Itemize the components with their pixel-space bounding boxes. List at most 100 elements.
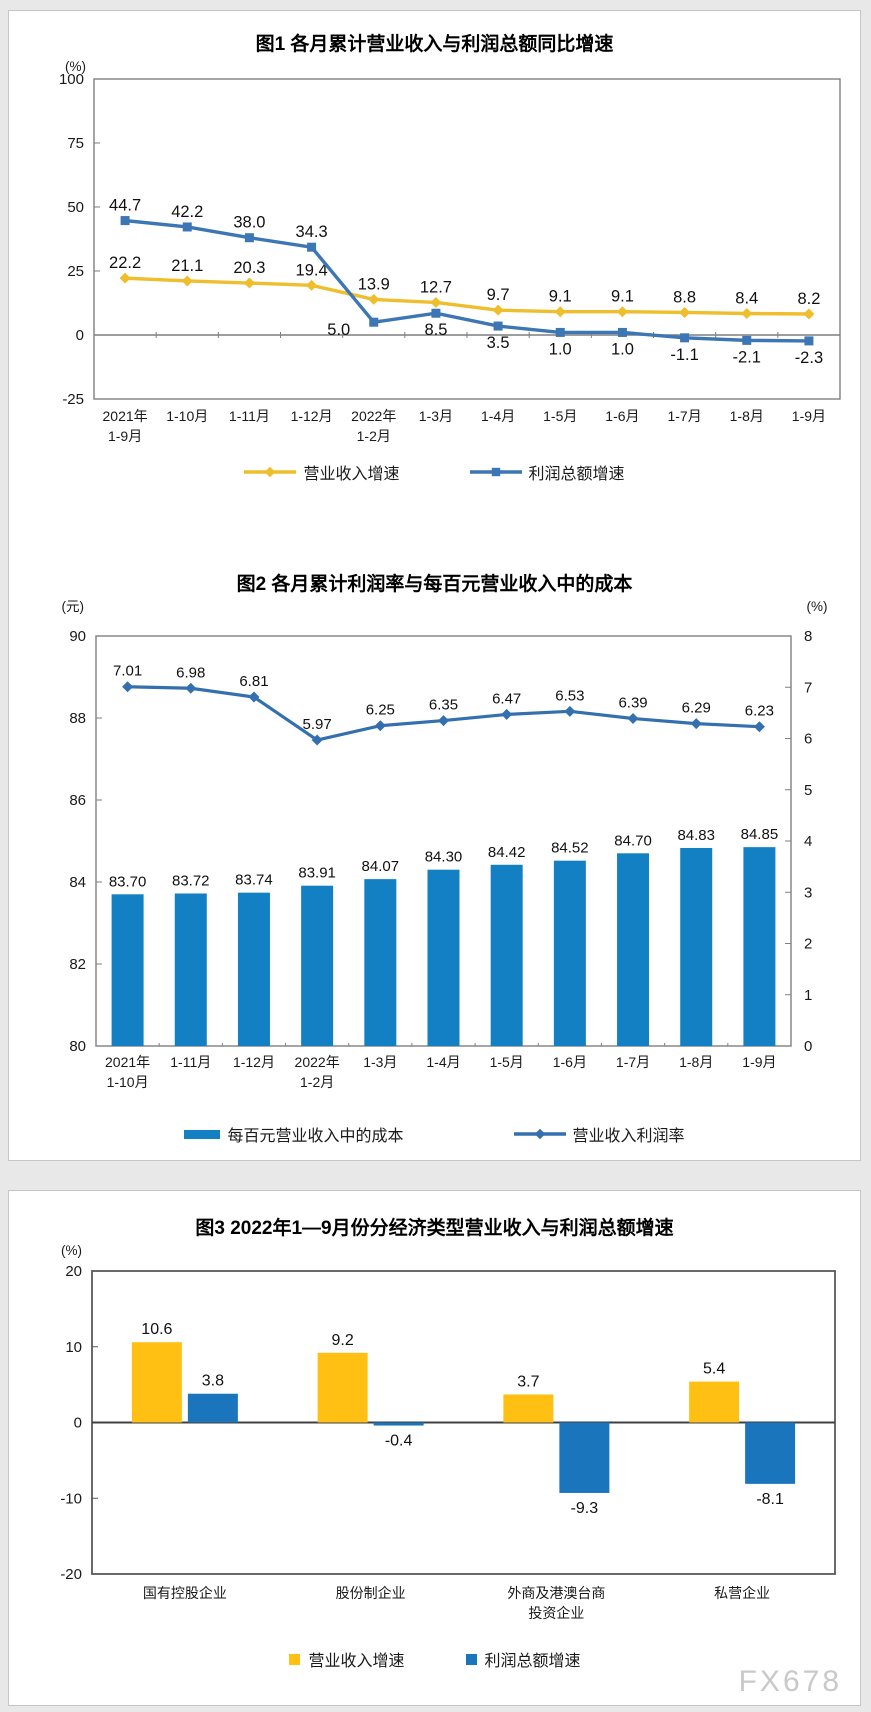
charts-panel-top: 图1 各月累计营业收入与利润总额同比增速 100 75 50 25 0 -25 (%) 202… xyxy=(8,10,861,1161)
x-category-label: 1-8月 xyxy=(679,1054,713,1070)
x-category-label: 1-10月 xyxy=(107,1074,149,1090)
data-point xyxy=(804,336,814,346)
value-label: 38.0 xyxy=(233,214,265,232)
y-axis-unit: (%) xyxy=(65,59,86,74)
data-point xyxy=(491,467,500,477)
x-category-label: 1-2月 xyxy=(357,428,391,444)
value-label: 42.2 xyxy=(171,203,203,221)
value-label: 8.2 xyxy=(797,290,820,308)
chart1-title: 图1 各月累计营业收入与利润总额同比增速 xyxy=(255,34,614,55)
value-label: 7.01 xyxy=(113,663,142,680)
legend-label: 营业收入增速 xyxy=(308,1653,405,1670)
x-category-label: 1-9月 xyxy=(742,1054,776,1070)
data-point xyxy=(243,277,255,289)
y-tick-label: 25 xyxy=(67,263,84,280)
y-tick-label: -10 xyxy=(60,1490,82,1507)
value-label: 84.07 xyxy=(362,858,400,875)
y-tick-label-left: 84 xyxy=(69,874,86,891)
value-label: 9.2 xyxy=(332,1332,354,1349)
y-tick-label-right: 6 xyxy=(804,731,812,748)
x-category-label: 1-9月 xyxy=(792,408,826,424)
x-category-label: 1-3月 xyxy=(363,1054,397,1070)
value-label: -8.1 xyxy=(756,1491,784,1508)
chart1-legend: 营业收入增速 利润总额增速 xyxy=(9,459,860,485)
data-point xyxy=(430,296,442,308)
利润总额增速-line xyxy=(124,218,809,343)
chart2-title: 图2 各月累计利润率与每百元营业收入中的成本 xyxy=(236,574,633,595)
value-label: 84.42 xyxy=(488,844,526,861)
value-label: 6.53 xyxy=(555,687,584,704)
y-tick-label-left: 88 xyxy=(69,710,86,727)
value-label: 8.5 xyxy=(424,321,447,339)
利润总额增速-bar xyxy=(559,1422,610,1493)
chart2-legend: 每百元营业收入中的成本 营业收入利润率 xyxy=(9,1121,860,1147)
x-category-label: 投资企业 xyxy=(528,1605,584,1621)
legend-marker-square-line-icon xyxy=(469,467,522,477)
value-label: 84.85 xyxy=(741,826,779,843)
y-tick-label: 100 xyxy=(59,71,84,88)
value-label: 6.98 xyxy=(176,664,205,681)
y-tick-label-left: 86 xyxy=(69,792,86,809)
data-point xyxy=(493,321,503,331)
value-label: 8.4 xyxy=(735,289,758,307)
value-label: 6.25 xyxy=(366,702,395,719)
value-label: -1.1 xyxy=(670,346,698,364)
cost-bar xyxy=(743,847,776,1046)
data-point xyxy=(679,306,691,318)
data-point xyxy=(803,308,815,320)
data-point xyxy=(627,713,639,725)
value-label: 44.7 xyxy=(109,197,141,215)
y-tick-label: 0 xyxy=(76,327,84,344)
data-point xyxy=(554,306,566,318)
watermark: FX678 xyxy=(738,1665,842,1698)
y-tick-label-right: 2 xyxy=(804,936,812,953)
x-category-label: 外商及港澳台商 xyxy=(507,1585,605,1601)
charts-panel-bottom: 图3 2022年1—9月份分经济类型营业收入与利润总额增速 20 10 0 -10 -2… xyxy=(8,1190,861,1706)
data-point xyxy=(742,335,752,345)
value-label: 84.52 xyxy=(551,840,589,857)
chart1-canvas: 100 75 50 25 0 -25 (%) 2021年 1-9月 1-10月 1-11月 1-12月… xyxy=(59,59,841,444)
y-tick-label-left: 90 xyxy=(69,628,86,645)
data-point xyxy=(122,681,134,693)
value-label: 9.7 xyxy=(487,286,510,304)
x-category-label: 1-11月 xyxy=(170,1054,211,1070)
value-label: 9.1 xyxy=(611,288,634,306)
y-tick-label-left: 80 xyxy=(69,1038,86,1055)
y-axis-unit-left: (元) xyxy=(62,599,85,614)
营业收入增速-bar xyxy=(689,1381,740,1423)
y-tick-label-right: 3 xyxy=(804,884,812,901)
利润总额增速-bar xyxy=(745,1422,796,1484)
data-point xyxy=(690,718,702,730)
data-point xyxy=(753,721,765,733)
value-label: 5.0 xyxy=(327,321,350,339)
chart2-canvas: 90 88 86 84 82 80 8 7 6 5 4 3 2 1 0 (元) (%) 2021年 1-10月 1-1… xyxy=(62,599,828,1090)
value-label: -2.3 xyxy=(795,349,823,367)
x-category-label: 1-12月 xyxy=(233,1054,275,1070)
y-tick-label-right: 1 xyxy=(804,987,812,1004)
cost-bar xyxy=(174,893,207,1046)
x-category-label: 1-4月 xyxy=(481,408,515,424)
y-tick-label: 50 xyxy=(67,199,84,216)
legend-marker-square-icon xyxy=(465,1654,477,1665)
x-category-label: 1-6月 xyxy=(553,1054,587,1070)
data-point xyxy=(311,734,323,746)
data-point xyxy=(534,1128,545,1140)
data-point xyxy=(616,306,628,318)
value-label: 6.29 xyxy=(682,700,711,717)
legend-label: 利润总额增速 xyxy=(528,466,625,483)
y-tick-label: -25 xyxy=(62,391,84,408)
营业收入增速-bar xyxy=(131,1342,182,1423)
营业收入增速-line xyxy=(125,276,809,316)
data-point xyxy=(617,327,627,337)
cost-bar xyxy=(490,864,523,1046)
legend-item: 每百元营业收入中的成本 xyxy=(184,1122,404,1146)
value-label: 6.35 xyxy=(429,697,458,714)
y-tick-label-right: 5 xyxy=(804,782,812,799)
data-point xyxy=(265,466,276,478)
value-label: 6.23 xyxy=(745,703,774,720)
y-tick-label: 20 xyxy=(65,1263,82,1280)
legend-item: 利润总额增速 xyxy=(469,460,625,484)
value-label: 84.70 xyxy=(614,832,652,849)
value-label: 83.74 xyxy=(235,872,273,889)
y-axis-unit: (%) xyxy=(61,1243,82,1258)
